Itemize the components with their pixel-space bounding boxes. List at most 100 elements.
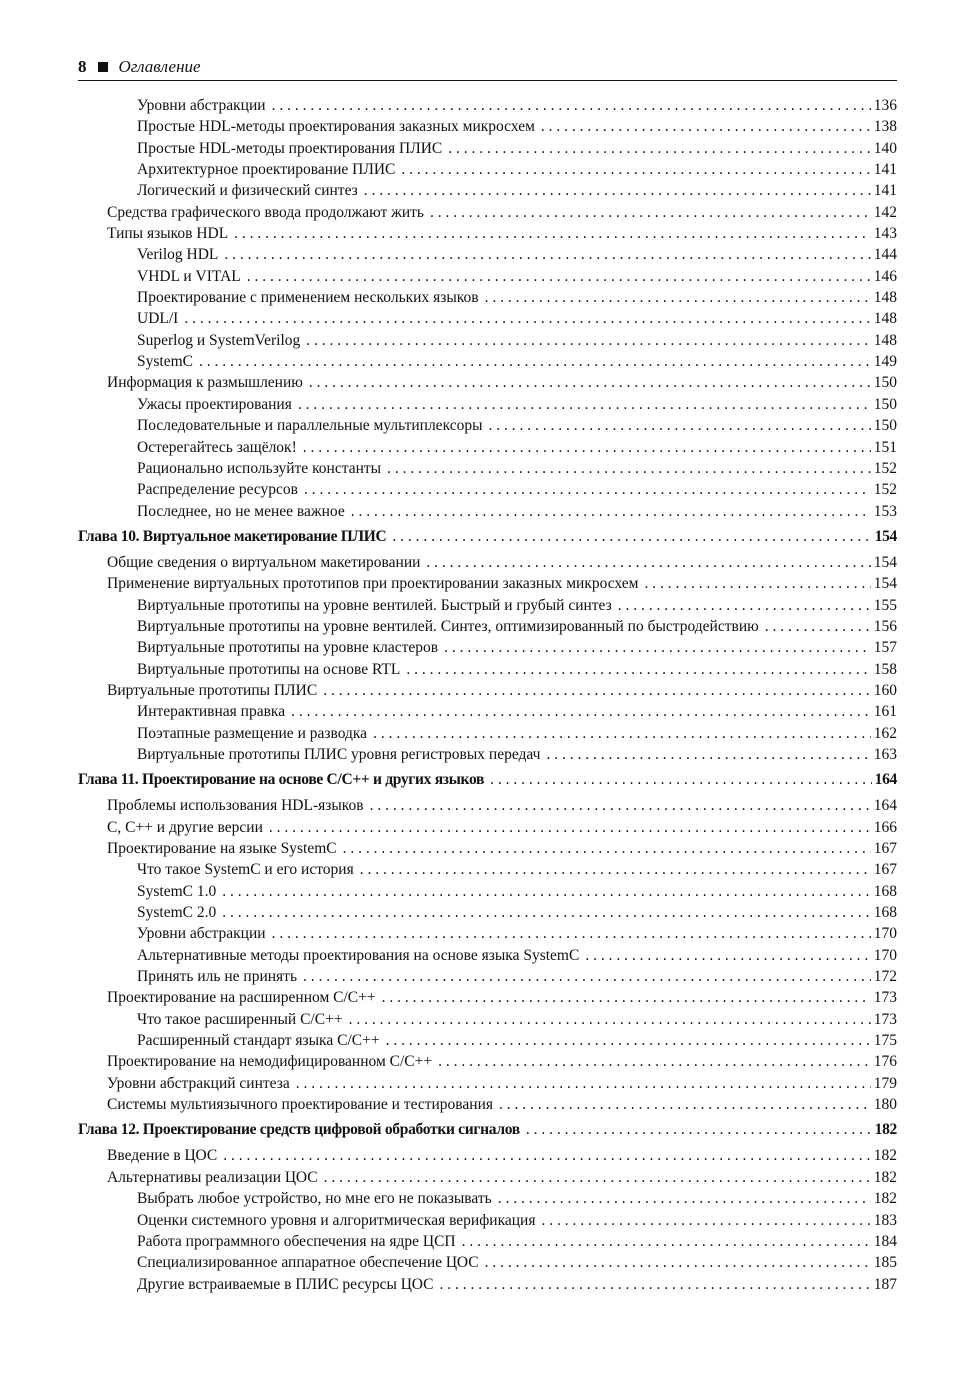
toc-entry[interactable]: Остерегайтесь защёлок! 151 bbox=[78, 439, 897, 460]
toc-entry[interactable]: UDL/I 148 bbox=[78, 310, 897, 331]
entry-title: SystemC 1.0 bbox=[137, 882, 217, 900]
toc-entry[interactable]: Виртуальные прототипы ПЛИС уровня регист… bbox=[78, 746, 897, 767]
toc-entry[interactable]: Виртуальные прототипы на уровне вентилей… bbox=[78, 618, 897, 639]
toc-entry[interactable]: Проектирование с применением нескольких … bbox=[78, 289, 897, 310]
dot-leader bbox=[304, 481, 871, 499]
toc-entry[interactable]: Проектирование на немодифицированном C/C… bbox=[78, 1053, 897, 1074]
dot-leader bbox=[406, 661, 870, 679]
toc-entry[interactable]: Ужасы проектирования 150 bbox=[78, 396, 897, 417]
toc-entry[interactable]: Введение в ЦОС 182 bbox=[78, 1147, 897, 1168]
toc-entry[interactable]: Системы мультиязычного проектирование и … bbox=[78, 1096, 897, 1117]
entry-title: Виртуальные прототипы на основе RTL bbox=[137, 660, 401, 678]
entry-page-number: 168 bbox=[873, 904, 897, 922]
entry-page-number: 153 bbox=[873, 502, 897, 520]
entry-page-number: 176 bbox=[873, 1053, 897, 1071]
toc-entry[interactable]: Виртуальные прототипы на уровне кластеро… bbox=[78, 639, 897, 660]
toc-entry[interactable]: Принять иль не принять 172 bbox=[78, 968, 897, 989]
entry-page-number: 164 bbox=[873, 797, 897, 815]
toc-entry[interactable]: Логический и физический синтез 141 bbox=[78, 182, 897, 203]
entry-title: Специализированное аппаратное обеспечени… bbox=[137, 1254, 479, 1272]
toc-entry[interactable]: Информация к размышлению 150 bbox=[78, 374, 897, 395]
entry-page-number: 142 bbox=[873, 203, 897, 221]
dot-leader bbox=[349, 1011, 871, 1029]
toc-entry[interactable]: Типы языков HDL 143 bbox=[78, 225, 897, 246]
entry-page-number: 170 bbox=[873, 925, 897, 943]
toc-entry[interactable]: Что такое SystemC и его история 167 bbox=[78, 861, 897, 882]
entry-title: Виртуальные прототипы ПЛИС уровня регист… bbox=[137, 745, 541, 763]
toc-entry[interactable]: Что такое расширенный C/C++ 173 bbox=[78, 1011, 897, 1032]
toc-entry[interactable]: Виртуальные прототипы ПЛИС 160 bbox=[78, 682, 897, 703]
toc-entry[interactable]: Уровни абстракции 136 bbox=[78, 97, 897, 118]
toc-entry[interactable]: Последнее, но не менее важное 153 bbox=[78, 503, 897, 524]
toc-entry[interactable]: Работа программного обеспечения на ядре … bbox=[78, 1233, 897, 1254]
toc-entry[interactable]: Выбрать любое устройство, но мне его не … bbox=[78, 1190, 897, 1211]
dot-leader bbox=[269, 819, 871, 837]
toc-chapter-entry[interactable]: Глава 11. Проектирование на основе C/C++… bbox=[78, 771, 897, 797]
entry-title: Распределение ресурсов bbox=[137, 481, 298, 499]
toc-entry[interactable]: Альтернативы реализации ЦОС 182 bbox=[78, 1169, 897, 1190]
entry-page-number: 170 bbox=[873, 946, 897, 964]
entry-title: Проектирование на немодифицированном C/C… bbox=[107, 1053, 433, 1071]
toc-entry[interactable]: Средства графического ввода продолжают ж… bbox=[78, 204, 897, 225]
toc-entry[interactable]: Проектирование на языке SystemC 167 bbox=[78, 840, 897, 861]
toc-entry[interactable]: Интерактивная правка 161 bbox=[78, 703, 897, 724]
entry-title: Рационально используйте константы bbox=[137, 459, 382, 477]
dot-leader bbox=[541, 1212, 870, 1230]
toc-entry[interactable]: SystemC 1.0 168 bbox=[78, 883, 897, 904]
toc-entry[interactable]: C, C++ и другие версии 166 bbox=[78, 819, 897, 840]
toc-entry[interactable]: Поэтапные размещение и разводка 162 bbox=[78, 725, 897, 746]
toc-entry[interactable]: Оценки системного уровня и алгоритмическ… bbox=[78, 1212, 897, 1233]
toc-entry[interactable]: Другие встраиваемые в ПЛИС ресурсы ЦОС 18… bbox=[78, 1276, 897, 1297]
entry-title: Остерегайтесь защёлок! bbox=[137, 438, 297, 456]
toc-entry[interactable]: Виртуальные прототипы на уровне вентилей… bbox=[78, 597, 897, 618]
toc-entry[interactable]: Расширенный стандарт языка C/C++ 175 bbox=[78, 1032, 897, 1053]
toc-chapter-entry[interactable]: Глава 12. Проектирование средств цифрово… bbox=[78, 1121, 897, 1147]
toc-entry[interactable]: Альтернативные методы проектирования на … bbox=[78, 947, 897, 968]
entry-title: Глава 11. Проектирование на основе C/C++… bbox=[78, 771, 485, 789]
toc-entry[interactable]: Распределение ресурсов 152 bbox=[78, 481, 897, 502]
toc-entry[interactable]: Уровни абстракции 170 bbox=[78, 925, 897, 946]
toc-entry[interactable]: Простые HDL-методы проектирования заказн… bbox=[78, 118, 897, 139]
entry-page-number: 164 bbox=[874, 771, 898, 789]
dot-leader bbox=[485, 1254, 871, 1272]
toc-entry[interactable]: Архитектурное проектирование ПЛИС 141 bbox=[78, 161, 897, 182]
dot-leader bbox=[222, 883, 871, 901]
entry-title: Глава 10. Виртуальное макетирование ПЛИС bbox=[78, 527, 387, 545]
entry-page-number: 152 bbox=[873, 459, 897, 477]
toc-entry[interactable]: SystemC 149 bbox=[78, 353, 897, 374]
toc-entry[interactable]: Проблемы использования HDL-языков 164 bbox=[78, 797, 897, 818]
toc-entry[interactable]: Общие сведения о виртуальном макетирован… bbox=[78, 554, 897, 575]
toc-entry[interactable]: Применение виртуальных прототипов при пр… bbox=[78, 575, 897, 596]
toc-entry[interactable]: Виртуальные прототипы на основе RTL 158 bbox=[78, 661, 897, 682]
toc-chapter-entry[interactable]: Глава 10. Виртуальное макетирование ПЛИС… bbox=[78, 528, 897, 554]
entry-page-number: 148 bbox=[873, 331, 897, 349]
toc-entry[interactable]: Superlog и SystemVerilog 148 bbox=[78, 332, 897, 353]
entry-page-number: 162 bbox=[873, 724, 897, 742]
dot-leader bbox=[387, 460, 871, 478]
dot-leader bbox=[224, 246, 870, 264]
entry-page-number: 143 bbox=[873, 225, 897, 243]
toc-entry[interactable]: Уровни абстракций синтеза 179 bbox=[78, 1075, 897, 1096]
dot-leader bbox=[645, 575, 871, 593]
toc-entry[interactable]: Проектирование на расширенном C/C++ 173 bbox=[78, 989, 897, 1010]
entry-title: Виртуальные прототипы на уровне вентилей… bbox=[137, 617, 759, 635]
toc-entry[interactable]: SystemC 2.0 168 bbox=[78, 904, 897, 925]
toc-entry[interactable]: Рационально используйте константы 152 bbox=[78, 460, 897, 481]
toc-entry[interactable]: VHDL и VITAL 146 bbox=[78, 268, 897, 289]
entry-title: Введение в ЦОС bbox=[107, 1147, 218, 1165]
entry-title: Применение виртуальных прототипов при пр… bbox=[107, 575, 639, 593]
entry-title: Простые HDL-методы проектирования ПЛИС bbox=[137, 139, 443, 157]
toc-entry[interactable]: Verilog HDL 144 bbox=[78, 246, 897, 267]
dot-leader bbox=[272, 925, 871, 943]
entry-title: Альтернативы реализации ЦОС bbox=[107, 1168, 318, 1186]
dot-leader bbox=[360, 861, 871, 879]
toc-entry[interactable]: Простые HDL-методы проектирования ПЛИС 14… bbox=[78, 140, 897, 161]
entry-page-number: 154 bbox=[874, 527, 898, 545]
entry-title: Выбрать любое устройство, но мне его не … bbox=[137, 1190, 492, 1208]
toc-entry[interactable]: Специализированное аппаратное обеспечени… bbox=[78, 1254, 897, 1275]
entry-title: Принять иль не принять bbox=[137, 968, 298, 986]
dot-leader bbox=[546, 746, 870, 764]
entry-page-number: 141 bbox=[873, 182, 897, 200]
toc-entry[interactable]: Последовательные и параллельные мультипл… bbox=[78, 417, 897, 438]
entry-page-number: 149 bbox=[873, 353, 897, 371]
